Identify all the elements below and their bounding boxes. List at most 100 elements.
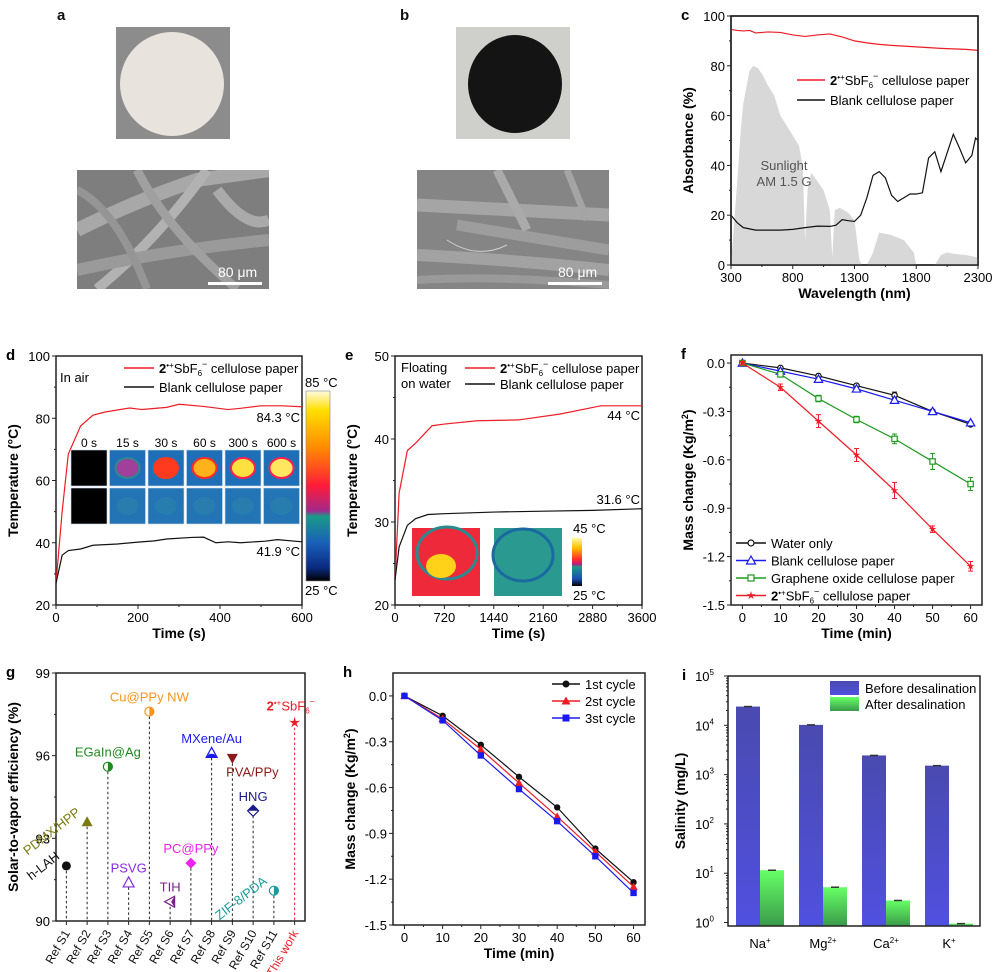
label-part: 2 xyxy=(830,73,837,88)
triangle-open-marker xyxy=(965,417,976,427)
y-tick-label: -0.6 xyxy=(365,781,387,796)
y-tick-label: 40 xyxy=(36,536,50,551)
superscript: 0 xyxy=(710,915,715,924)
x-tick-label: 40 xyxy=(887,610,901,625)
triangle-marker xyxy=(476,745,486,753)
y-tick-label: 50 xyxy=(375,349,389,364)
chart-d: 0 200 400 600 20 40 60 80 100 Time (s) Temperature… xyxy=(5,347,338,641)
square-marker xyxy=(562,714,570,722)
legend-swatch xyxy=(830,681,859,695)
end-label-red: 44 °C xyxy=(607,408,640,423)
label-part: SbF xyxy=(174,361,198,376)
legend-label: 2st cycle xyxy=(585,694,636,709)
triangle-marker xyxy=(552,812,562,820)
star-marker xyxy=(814,416,823,425)
x-tick-label: 30 xyxy=(512,930,526,945)
x-tick-label: 60 xyxy=(963,610,977,625)
inset-time-label: 300 s xyxy=(228,436,257,450)
point-label: PVA/PPy xyxy=(226,764,279,779)
bar-before xyxy=(862,755,886,926)
y-tick-label: 0.0 xyxy=(707,356,725,371)
y-tick-label: -0.3 xyxy=(365,735,387,750)
x-tick-label: 10 xyxy=(773,610,787,625)
point-label: 2•+SbF6− xyxy=(267,697,315,716)
y-tick-label: 100 xyxy=(703,9,725,24)
superscript: 5 xyxy=(710,668,715,677)
sem-image-blank-cellulose: 80 μm xyxy=(77,170,269,289)
x-tick-label: 10 xyxy=(435,930,449,945)
label-part: cellulose paper xyxy=(207,361,299,376)
point-label: PSVG xyxy=(111,860,147,875)
circle-marker xyxy=(515,773,523,781)
panel-label-h: h xyxy=(343,664,352,681)
series-line-0 xyxy=(394,405,642,581)
thermal-hotspot xyxy=(426,554,456,578)
colorbar xyxy=(572,538,582,586)
legend-label: Graphene oxide cellulose paper xyxy=(771,571,955,586)
square-open-marker xyxy=(853,416,860,423)
end-label-black: 41.9 °C xyxy=(256,544,300,559)
x-tick-label: 20 xyxy=(811,610,825,625)
thermal-cup-rim xyxy=(415,525,479,581)
x-tick-label: Na+ xyxy=(749,936,771,951)
marker-half xyxy=(273,886,279,896)
chart-c: 300 800 1300 1800 2300 0 20 40 60 80 100 Wavelength… xyxy=(680,7,992,301)
marker-half xyxy=(149,707,154,717)
label-part: SbF xyxy=(281,699,305,714)
superscript: 2+ xyxy=(827,936,836,945)
scale-bar-label: 80 μm xyxy=(558,264,598,280)
chart-i: Na+ Mg2+ Ca2+ K+100101102103104105Salinity … xyxy=(672,667,981,951)
thermal-spot-blank xyxy=(193,497,216,515)
colorbar-max-label: 45 °C xyxy=(573,521,606,536)
marker-half xyxy=(107,762,113,772)
square-marker xyxy=(553,817,561,825)
point-label: MXene/Au xyxy=(181,731,242,746)
point-label: EGaIn@Ag xyxy=(75,745,141,760)
thermal-image-coated xyxy=(70,449,108,487)
point-label: HNG xyxy=(239,789,268,804)
circle-marker xyxy=(553,804,561,811)
superscript: + xyxy=(951,936,956,945)
triangle-open-marker xyxy=(927,406,938,416)
inset-time-label: 0 s xyxy=(81,436,97,450)
x-tick-label: 3600 xyxy=(628,610,657,625)
scale-bar xyxy=(208,282,262,285)
label-part: 6 xyxy=(810,597,815,606)
triangle-marker xyxy=(561,696,571,705)
legend-label: Blank cellulose paper xyxy=(500,377,624,392)
sunlight-spectrum-area xyxy=(731,65,978,265)
superscript: + xyxy=(766,936,771,945)
series-line-0 xyxy=(55,403,303,584)
label-part: SbF xyxy=(515,361,539,376)
label-part: ) xyxy=(680,409,696,414)
x-tick-label: 30 xyxy=(849,610,863,625)
y-axis-title: Absorbance (%) xyxy=(680,87,696,194)
legend-label: 3st cycle xyxy=(585,711,636,726)
y-tick-label: 80 xyxy=(711,59,725,74)
sunlight-annotation: Sunlight xyxy=(761,158,808,173)
bar-before xyxy=(925,765,949,926)
y-tick-label: 93 xyxy=(36,831,50,846)
x-tick-label: 60 xyxy=(626,930,640,945)
x-tick-label: 0 xyxy=(391,610,398,625)
legend-label: After desalination xyxy=(865,697,965,712)
y-tick-label: 0.0 xyxy=(369,689,387,704)
panel-label-a: a xyxy=(57,7,66,24)
y-tick-label: 103 xyxy=(695,767,714,783)
chart-f: 0 10 20 30 40 50 60 0.0 -0.3 -0.6 -0.9 -1.2 -1.5 Time… xyxy=(680,346,983,641)
sem-fibers-b xyxy=(417,170,609,289)
x-axis-title: Time (min) xyxy=(821,625,892,641)
sem-image-coated-cellulose: 80 μm xyxy=(417,170,609,289)
y-tick-label: 40 xyxy=(375,432,389,447)
series-line-1 xyxy=(55,536,303,584)
y-tick-label: 20 xyxy=(711,208,725,223)
triangle-down-marker xyxy=(226,753,238,764)
circle-marker xyxy=(61,861,71,871)
x-tick-label: 0 xyxy=(401,930,408,945)
black-disc xyxy=(468,35,562,133)
square-open-marker xyxy=(777,371,784,378)
panel-label-d: d xyxy=(6,347,15,364)
colorbar-max-label: 85 °C xyxy=(305,375,338,390)
